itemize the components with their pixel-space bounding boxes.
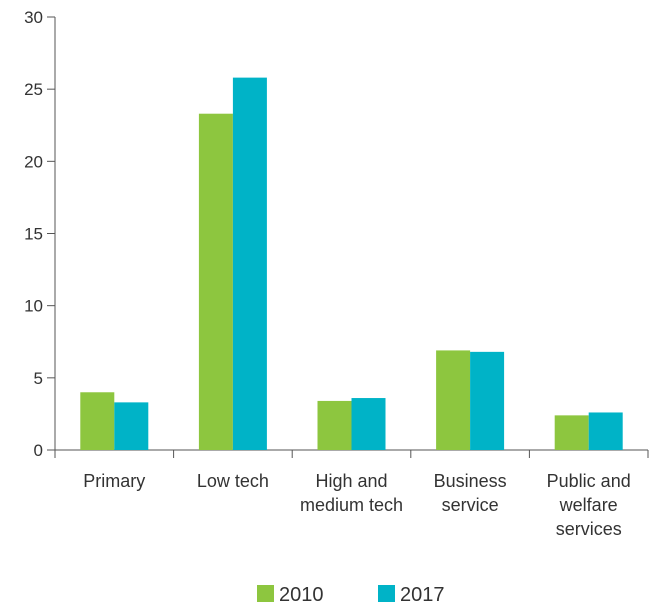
bar-2010-3 — [436, 350, 471, 450]
category-label: Business service — [434, 471, 507, 515]
category-label: High and medium tech — [300, 471, 403, 515]
legend-label-2010: 2010 — [279, 584, 324, 606]
category-label: Primary — [83, 471, 145, 491]
legend-swatch-2017 — [378, 585, 395, 602]
bar-2010-4 — [554, 415, 589, 450]
bar-2017-4 — [588, 412, 623, 450]
bar-2010-1 — [198, 113, 233, 450]
category-label-line: Public and — [547, 471, 631, 491]
y-tick-label: 25 — [24, 80, 43, 99]
category-label: Low tech — [197, 471, 269, 491]
category-label: Public and welfare services — [547, 471, 631, 539]
bar-2017-1 — [232, 77, 267, 451]
category-label-line: Business — [434, 471, 507, 491]
y-tick-label: 30 — [24, 8, 43, 27]
bar-2017-3 — [470, 351, 505, 450]
y-tick-label: 10 — [24, 297, 43, 316]
category-label-line: medium tech — [300, 495, 403, 515]
bar-2010-2 — [317, 400, 352, 450]
category-label-line: welfare — [559, 495, 618, 515]
category-label-line: Primary — [83, 471, 145, 491]
x-axis: Primary Low tech High and medium tech Busine… — [54, 449, 649, 539]
category-label-line: services — [556, 519, 622, 539]
y-tick-label: 0 — [34, 441, 43, 460]
category-label-line: High and — [315, 471, 387, 491]
y-axis: 0 5 10 15 20 25 30 — [24, 8, 56, 460]
category-label-line: Low tech — [197, 471, 269, 491]
y-tick-label: 20 — [24, 152, 43, 171]
bars — [80, 77, 623, 451]
legend: 2010 2017 — [257, 584, 445, 606]
bar-2017-0 — [114, 402, 149, 450]
y-tick-label: 5 — [34, 369, 43, 388]
bar-2017-2 — [351, 398, 386, 450]
legend-swatch-2010 — [257, 585, 274, 602]
bar-2010-0 — [80, 392, 115, 450]
category-label-line: service — [442, 495, 499, 515]
legend-label-2017: 2017 — [400, 584, 445, 606]
y-tick-label: 15 — [24, 225, 43, 244]
